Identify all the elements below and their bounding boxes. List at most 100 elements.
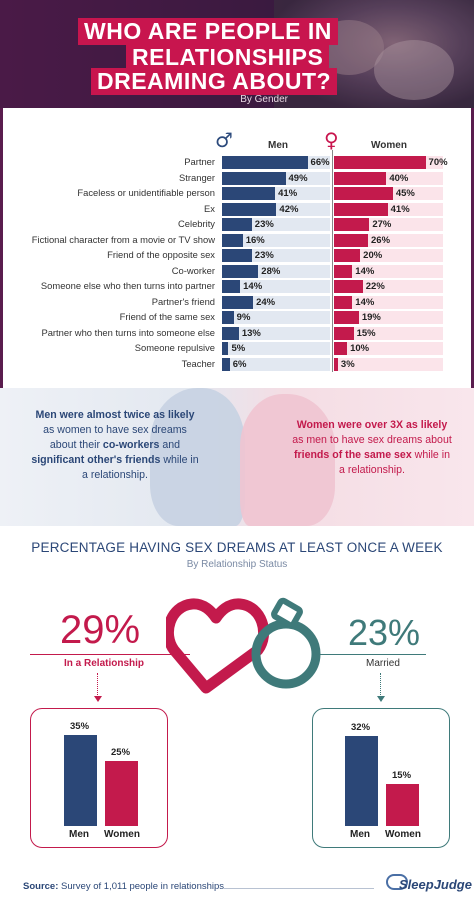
men-bar	[222, 357, 230, 371]
category-label: Partner	[184, 156, 215, 167]
logo-text: SleepJudge	[399, 877, 472, 892]
men-value-label: 6%	[232, 358, 247, 370]
men-bar	[222, 326, 239, 340]
men-value-label: 49%	[288, 172, 308, 184]
men-value-label: 13%	[241, 327, 261, 339]
women-bar-track	[334, 357, 443, 371]
weekly-category-label: Women	[385, 829, 421, 840]
men-bar	[222, 280, 241, 293]
category-label: Celebrity	[178, 218, 215, 229]
sleepjudge-logo[interactable]: SleepJudge	[386, 872, 472, 898]
men-bar	[222, 233, 243, 247]
cloud-icon	[386, 874, 408, 890]
table-row: Teacher 6% 3%	[3, 357, 474, 372]
title-line-3: dreaming about?	[91, 68, 338, 95]
category-label: Someone repulsive	[134, 342, 215, 353]
women-value-label: 41%	[390, 203, 410, 215]
men-bar	[222, 295, 254, 309]
weekly-category-label: Men	[350, 829, 370, 840]
men-value-label: 14%	[243, 281, 263, 292]
table-row: Faceless or unidentifiable person 41% 45%	[3, 186, 474, 201]
women-bar	[334, 202, 388, 216]
women-bar	[334, 187, 393, 200]
relationship-percentage: 29%	[60, 608, 141, 652]
weekly-value-label: 32%	[351, 722, 371, 734]
women-bar-track	[334, 342, 443, 355]
category-label: Co-worker	[171, 264, 215, 276]
men-bar-track	[222, 233, 330, 247]
weekly-value-label: 35%	[70, 721, 90, 732]
table-row: Friend of the same sex 9% 19%	[3, 310, 474, 325]
men-callout-lead: Men were almost twice as likely	[35, 409, 195, 421]
women-callout-text2: while in a relationship.	[339, 449, 451, 476]
women-bar-track	[334, 264, 443, 278]
men-value-label: 66%	[310, 157, 330, 168]
heart-ring-icon	[166, 597, 321, 694]
table-row: Fictional character from a movie or TV s…	[3, 233, 474, 248]
married-arrow	[377, 673, 385, 702]
men-value-label: 9%	[236, 312, 251, 323]
weekly-category-label: Women	[104, 829, 140, 840]
women-bar	[334, 311, 359, 324]
source-note: Source: Survey of 1,011 people in relati…	[23, 881, 224, 892]
men-callout-text1: as women to have sex dreams about their	[43, 424, 187, 451]
men-value-label: 23%	[254, 250, 274, 261]
married-box	[312, 708, 450, 848]
women-value-label: 45%	[395, 188, 415, 199]
callout-band: Men were almost twice as likely as women…	[0, 388, 474, 526]
man-silhouette	[150, 388, 245, 526]
title-line-1: Who are people in	[78, 18, 338, 45]
women-bar	[334, 233, 368, 247]
men-callout: Men were almost twice as likely as women…	[30, 408, 200, 483]
category-label: Fictional character from a movie or TV s…	[31, 233, 215, 245]
category-label: Friend of the same sex	[119, 311, 215, 322]
table-row: Someone repulsive 5% 10%	[3, 341, 474, 356]
weekly-subtitle: By Relationship Status	[186, 559, 288, 570]
relationship-label: In a Relationship	[64, 658, 145, 669]
women-value-label: 15%	[356, 327, 376, 339]
women-bar	[334, 171, 387, 185]
women-callout-bold2: friends of the same sex	[293, 449, 412, 461]
women-weekly-bar	[386, 784, 419, 826]
women-value-label: 26%	[371, 234, 391, 246]
women-bar	[334, 249, 361, 262]
category-label: Friend of the opposite sex	[107, 249, 215, 260]
weekly-value-label: 25%	[111, 747, 131, 758]
relationship-box	[30, 708, 168, 848]
relationship-rule	[30, 654, 190, 655]
women-bar-track	[334, 295, 443, 309]
men-bar	[222, 218, 252, 231]
gender-chart: ♂ ♀ Men Women Partner 66% 70% Stranger 49% 40…	[0, 108, 474, 388]
women-column-header: Women	[371, 140, 407, 151]
men-bar	[222, 249, 252, 262]
weekly-title: PERCENTAGE HAVING SEX DREAMS AT LEAST ON…	[31, 540, 443, 555]
women-bar	[334, 342, 348, 355]
men-weekly-bar	[345, 736, 378, 826]
relationship-arrow	[94, 673, 102, 702]
table-row: Partner who then turns into someone else…	[3, 326, 474, 341]
men-callout-bold2: co-workers	[102, 439, 160, 451]
men-value-label: 23%	[254, 219, 274, 230]
women-bar	[334, 218, 370, 231]
female-symbol-icon: ♀	[324, 128, 339, 152]
table-row: Someone else who then turns into partner…	[3, 279, 474, 294]
source-text: Survey of 1,011 people in relationships	[58, 881, 225, 892]
women-value-label: 70%	[428, 157, 448, 168]
men-bar	[222, 264, 259, 278]
category-label: Someone else who then turns into partner	[40, 280, 215, 291]
men-bar-track	[222, 280, 330, 293]
logo-suffix: Judge	[433, 877, 472, 892]
women-value-label: 3%	[340, 358, 355, 370]
women-value-label: 22%	[365, 281, 385, 292]
source-label: Source:	[23, 881, 59, 892]
married-label: Married	[366, 658, 400, 669]
table-row: Partner 66% 70%	[3, 155, 474, 170]
men-bar	[222, 311, 234, 324]
women-callout-lead: Women were over 3X as likely	[296, 419, 448, 431]
logo-prefix: Sleep	[399, 877, 434, 892]
women-value-label: 40%	[389, 172, 409, 184]
table-row: Co-worker 28% 14%	[3, 264, 474, 279]
header: Who are people in relationships dreaming…	[0, 0, 474, 108]
table-row: Friend of the opposite sex 23% 20%	[3, 248, 474, 263]
men-bar-track	[222, 311, 330, 324]
